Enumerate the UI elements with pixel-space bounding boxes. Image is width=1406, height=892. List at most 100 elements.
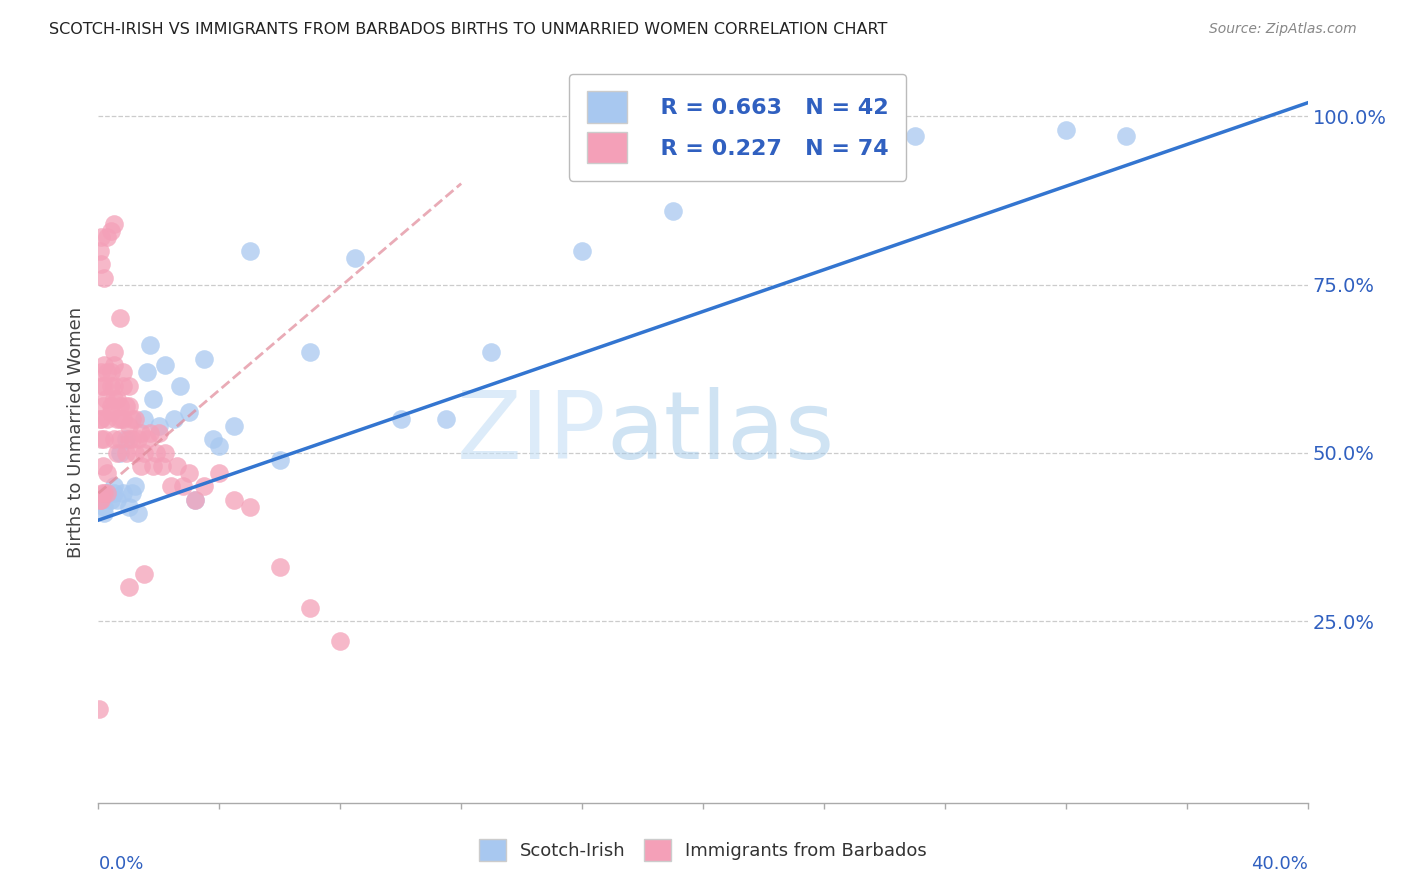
Point	[91, 459, 114, 474]
Point	[121, 412, 143, 426]
Point	[239, 244, 262, 258]
Point	[193, 479, 215, 493]
Point	[103, 217, 125, 231]
Point	[96, 230, 118, 244]
Point	[90, 433, 112, 447]
Point	[103, 486, 125, 500]
Text: ZIP: ZIP	[457, 386, 606, 479]
Point	[90, 230, 112, 244]
Point	[89, 492, 111, 507]
Point	[90, 365, 112, 379]
Point	[129, 459, 152, 474]
Point	[179, 405, 201, 419]
Point	[124, 412, 146, 426]
Point	[94, 392, 117, 406]
Point	[93, 359, 115, 373]
Point	[100, 365, 122, 379]
Point	[100, 405, 122, 419]
Point	[239, 500, 262, 514]
Point	[169, 378, 191, 392]
Point	[135, 365, 157, 379]
Point	[111, 412, 134, 426]
Point	[153, 446, 176, 460]
Point	[105, 392, 128, 406]
Point	[153, 359, 176, 373]
Text: SCOTCH-IRISH VS IMMIGRANTS FROM BARBADOS BIRTHS TO UNMARRIED WOMEN CORRELATION C: SCOTCH-IRISH VS IMMIGRANTS FROM BARBADOS…	[49, 22, 887, 37]
Point	[103, 392, 125, 406]
Point	[103, 359, 125, 373]
Point	[100, 378, 122, 392]
Point	[105, 446, 128, 460]
Point	[661, 203, 683, 218]
Point	[108, 446, 131, 460]
Point	[344, 251, 367, 265]
Point	[142, 459, 165, 474]
Point	[118, 399, 141, 413]
Point	[224, 418, 246, 433]
Point	[269, 560, 291, 574]
Y-axis label: Births to Unmarried Women: Births to Unmarried Women	[66, 307, 84, 558]
Point	[89, 412, 111, 426]
Point	[160, 479, 183, 493]
Point	[329, 634, 352, 648]
Text: 40.0%: 40.0%	[1251, 855, 1308, 872]
Point	[142, 392, 165, 406]
Point	[481, 344, 503, 359]
Point	[132, 446, 155, 460]
Point	[100, 492, 122, 507]
Point	[108, 311, 131, 326]
Point	[163, 412, 186, 426]
Point	[904, 129, 927, 144]
Point	[93, 433, 115, 447]
Point	[129, 425, 152, 440]
Point	[96, 486, 118, 500]
Point	[90, 412, 112, 426]
Point	[93, 378, 115, 392]
Point	[105, 412, 128, 426]
Point	[91, 486, 114, 500]
Point	[150, 459, 173, 474]
Text: 0.0%: 0.0%	[98, 855, 143, 872]
Point	[108, 399, 131, 413]
Point	[96, 412, 118, 426]
Point	[108, 433, 131, 447]
Point	[121, 486, 143, 500]
Point	[132, 412, 155, 426]
Legend: Scotch-Irish, Immigrants from Barbados: Scotch-Irish, Immigrants from Barbados	[471, 831, 935, 868]
Point	[118, 418, 141, 433]
Point	[184, 492, 207, 507]
Point	[100, 224, 122, 238]
Point	[105, 492, 128, 507]
Point	[752, 143, 775, 157]
Point	[571, 244, 593, 258]
Point	[127, 433, 149, 447]
Point	[91, 399, 114, 413]
Point	[103, 479, 125, 493]
Point	[96, 486, 118, 500]
Point	[132, 566, 155, 581]
Point	[114, 399, 136, 413]
Point	[118, 378, 141, 392]
Text: Source: ZipAtlas.com: Source: ZipAtlas.com	[1209, 22, 1357, 37]
Point	[114, 433, 136, 447]
Point	[90, 492, 112, 507]
Point	[224, 492, 246, 507]
Point	[114, 446, 136, 460]
Point	[103, 378, 125, 392]
Point	[434, 412, 457, 426]
Point	[93, 500, 115, 514]
Point	[89, 244, 111, 258]
Point	[145, 446, 167, 460]
Point	[1115, 129, 1137, 144]
Point	[89, 701, 111, 715]
Text: atlas: atlas	[606, 386, 835, 479]
Point	[121, 433, 143, 447]
Point	[299, 600, 322, 615]
Point	[208, 439, 231, 453]
Point	[118, 581, 141, 595]
Point	[202, 433, 225, 447]
Point	[93, 270, 115, 285]
Point	[90, 492, 112, 507]
Point	[111, 378, 134, 392]
Point	[389, 412, 412, 426]
